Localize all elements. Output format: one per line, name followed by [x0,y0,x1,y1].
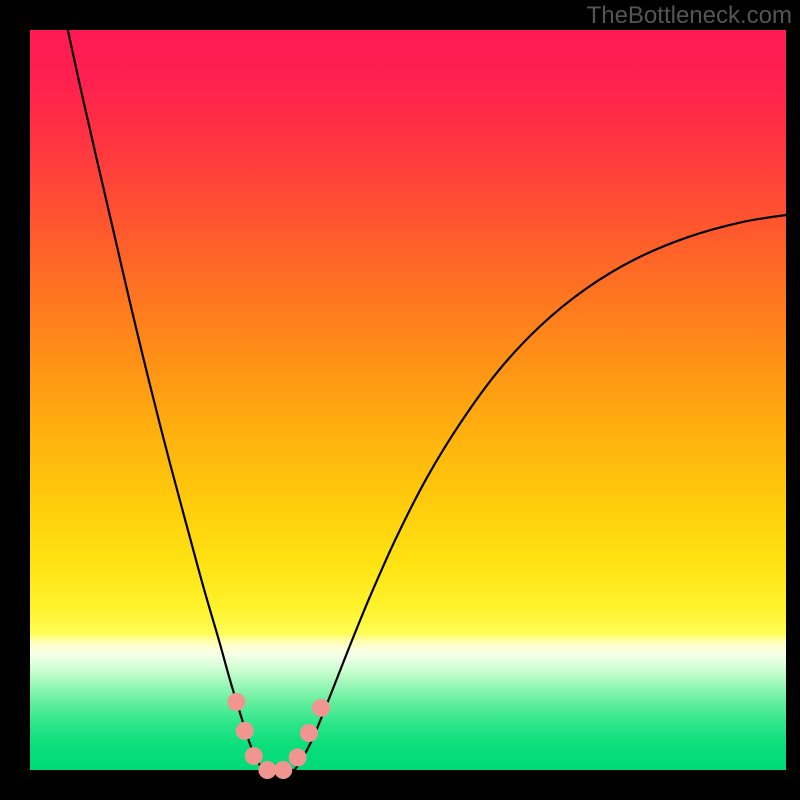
data-marker [312,699,330,717]
data-marker [245,747,263,765]
data-marker [236,722,254,740]
data-marker [274,761,292,779]
data-marker [289,748,307,766]
bottleneck-chart [0,0,800,800]
watermark-text: TheBottleneck.com [587,2,792,30]
data-marker [227,693,245,711]
data-marker [300,724,318,742]
plot-background [30,30,786,770]
chart-container: TheBottleneck.com [0,0,800,800]
data-marker [258,761,276,779]
